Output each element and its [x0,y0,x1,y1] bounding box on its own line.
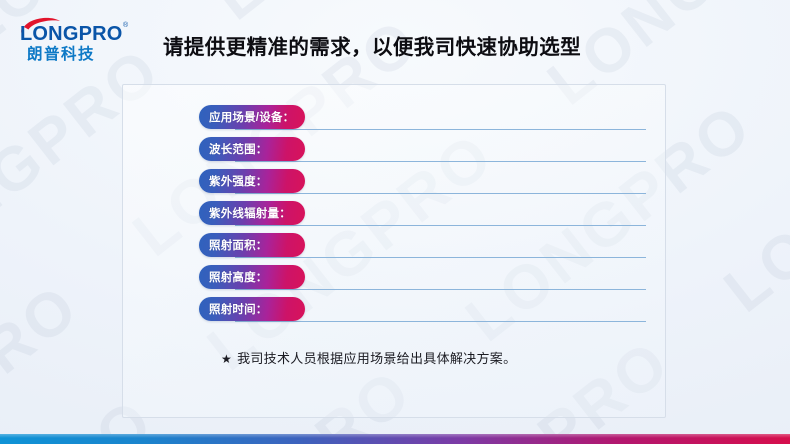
field-row: 照射高度： [199,264,646,296]
field-underline [235,161,646,162]
field-row: 应用场景/设备： [199,104,646,136]
logo-swoosh-icon [24,17,60,30]
watermark-text: LONGPRO [711,61,790,326]
logo-chinese-name: 朗普科技 [27,44,95,63]
field-label-pill: 紫外强度： [199,169,305,193]
field-label: 照射高度： [209,272,268,284]
bottom-accent-bar [0,434,790,444]
slide-header: LONGPRO ® 朗普科技 请提供更精准的需求，以便我司快速协助选型 [0,0,790,84]
field-row: 照射时间： [199,296,646,328]
field-label: 波长范围： [209,144,268,156]
field-row: 照射面积： [199,232,646,264]
logo-swoosh-tail-icon [21,26,25,33]
field-label-pill: 照射高度： [199,265,305,289]
watermark-text: LONGPRO [0,270,93,444]
footnote: ★ 我司技术人员根据应用场景给出具体解决方案。 [221,348,516,367]
field-underline [235,321,646,322]
field-row: 波长范围： [199,136,646,168]
logo-wordmark: LONGPRO [20,23,123,45]
form-card: 应用场景/设备： 波长范围： 紫外强度： 紫外线辐射量： [122,84,666,418]
field-label: 照射面积： [209,240,268,252]
field-label-pill: 应用场景/设备： [199,105,305,129]
field-list: 应用场景/设备： 波长范围： 紫外强度： 紫外线辐射量： [199,104,646,328]
footnote-text: 我司技术人员根据应用场景给出具体解决方案。 [237,351,517,366]
field-label-pill: 照射时间： [199,297,305,321]
logo-registered-mark: ® [123,21,129,29]
field-label: 紫外线辐射量： [209,208,291,220]
bottom-bar-sheen [0,434,790,438]
page-title: 请提供更精准的需求，以便我司快速协助选型 [163,36,581,59]
longpro-logo: LONGPRO ® 朗普科技 [16,14,136,64]
field-label-pill: 紫外线辐射量： [199,201,305,225]
field-underline [235,225,646,226]
field-underline [235,193,646,194]
star-icon: ★ [221,352,233,366]
field-underline [235,129,646,130]
logo-svg: LONGPRO ® 朗普科技 [20,17,129,63]
field-label: 紫外强度： [209,176,268,188]
field-label: 照射时间： [209,304,268,316]
field-underline [235,289,646,290]
field-underline [235,257,646,258]
field-label-pill: 照射面积： [199,233,305,257]
field-label: 应用场景/设备： [209,112,295,124]
field-row: 紫外强度： [199,168,646,200]
field-row: 紫外线辐射量： [199,200,646,232]
field-label-pill: 波长范围： [199,137,305,161]
